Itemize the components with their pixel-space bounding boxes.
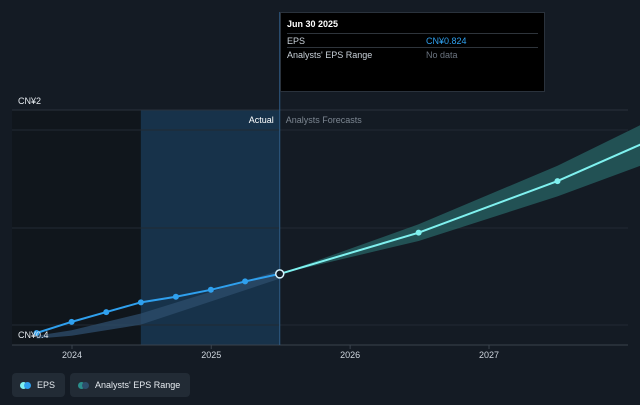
eps-point xyxy=(172,293,179,300)
tooltip-date: Jun 30 2025 xyxy=(287,19,339,29)
legend-eps[interactable]: EPS xyxy=(12,373,66,397)
tooltip-eps-value: CN¥0.824 xyxy=(426,36,467,46)
eps-point xyxy=(33,330,40,336)
forecast-label: Analysts Forecasts xyxy=(286,115,363,125)
tooltip-range-label: Analysts' EPS Range xyxy=(287,50,373,60)
eps-point xyxy=(207,286,214,293)
y-tick-label: CN¥2 xyxy=(18,96,41,106)
forecast-point xyxy=(554,178,561,185)
range-dot-icon xyxy=(78,381,90,389)
eps-point-highlight xyxy=(274,269,285,279)
legend-eps-label: EPS xyxy=(37,380,56,390)
legend-range-label: Analysts' EPS Range xyxy=(95,380,181,390)
eps-point xyxy=(68,318,75,325)
tooltip-eps-label: EPS xyxy=(287,36,306,46)
eps-dot-icon xyxy=(20,381,31,389)
tooltip-range-value: No data xyxy=(426,50,458,60)
x-tick-label: 2027 xyxy=(479,350,499,360)
x-tick-label: 2026 xyxy=(340,350,360,360)
forecast-line xyxy=(279,143,640,275)
forecast-point xyxy=(415,229,422,236)
x-tick-label: 2024 xyxy=(62,350,82,360)
y-tick-label: CN¥0.4 xyxy=(18,330,49,340)
tooltip-row-range: Analysts' EPS Range No data xyxy=(287,47,538,62)
x-tick-label: 2025 xyxy=(201,350,221,360)
tooltip: Jun 30 2025 EPS CN¥0.824 Analysts' EPS R… xyxy=(280,12,545,92)
eps-chart: 2024 2025 2026 2027 CN¥2 CN¥0.4 Actual Analy… xyxy=(12,12,640,360)
tooltip-row-eps: EPS CN¥0.824 xyxy=(287,33,538,48)
legend: EPS Analysts' EPS Range xyxy=(12,373,191,397)
eps-point xyxy=(103,309,110,316)
eps-line xyxy=(36,272,280,334)
eps-point xyxy=(137,299,144,306)
legend-range[interactable]: Analysts' EPS Range xyxy=(70,373,191,397)
eps-point xyxy=(242,278,249,285)
actual-label: Actual xyxy=(249,115,274,125)
